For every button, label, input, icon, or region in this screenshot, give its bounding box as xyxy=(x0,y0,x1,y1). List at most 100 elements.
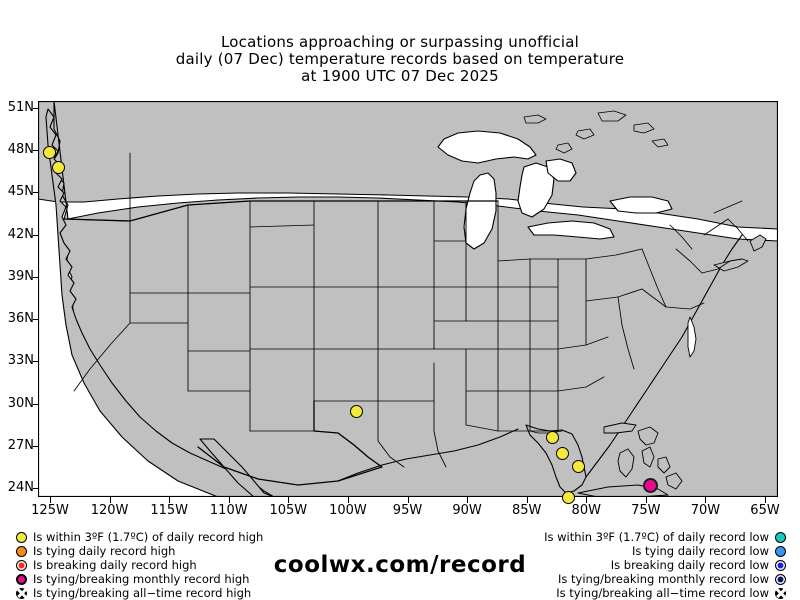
legend-label-alltime-low: Is tying/breaking all−time record low xyxy=(556,586,769,600)
legend-item-monthly-high: Is tying/breaking monthly record high xyxy=(16,572,316,586)
florida-peninsula xyxy=(525,424,587,494)
lat-tick-51n xyxy=(33,108,39,109)
cape-cod xyxy=(749,234,767,252)
lat-tick-42n xyxy=(33,234,39,236)
lon-tick-95w xyxy=(407,497,409,503)
within-high-icon xyxy=(16,531,27,543)
legend-item-alltime-high: Is tying/breaking all−time record high xyxy=(16,586,316,600)
station-fl-west[interactable] xyxy=(545,430,559,444)
breaking-high-icon xyxy=(16,559,27,571)
site-watermark: coolwx.com/record xyxy=(273,552,527,578)
lon-label-120w: 120W xyxy=(90,503,129,518)
lon-label-95w: 95W xyxy=(392,503,423,518)
lon-tick-75w xyxy=(645,497,647,503)
cat-island xyxy=(657,456,671,474)
title-line-1: Locations approaching or surpassing unof… xyxy=(221,33,579,51)
legend-item-alltime-low: Is tying/breaking all−time record low xyxy=(486,586,786,600)
lat-label-30n: 30N xyxy=(7,395,34,411)
lon-label-100w: 100W xyxy=(329,503,367,518)
lon-tick-70w xyxy=(705,497,707,503)
alltime-high-icon xyxy=(16,587,27,599)
legend-item-monthly-low: Is tying/breaking monthly record low xyxy=(486,572,786,586)
lon-tick-65w xyxy=(765,497,766,503)
station-fl-keys[interactable] xyxy=(561,490,575,504)
lat-tick-30n xyxy=(33,403,39,405)
lat-tick-27n xyxy=(33,445,39,447)
chesapeake-bay xyxy=(687,316,697,358)
lat-label-33n: 33N xyxy=(7,353,34,369)
legend-item-within-high: Is within 3ºF (1.7ºC) of daily record hi… xyxy=(16,530,316,544)
legend-item-breaking-low: Is breaking daily record low xyxy=(486,558,786,572)
legend-label-breaking-low: Is breaking daily record low xyxy=(610,558,769,572)
legend-label-monthly-low: Is tying/breaking monthly record low xyxy=(557,572,769,586)
legend-item-breaking-high: Is breaking daily record high xyxy=(16,558,316,572)
station-fl-south[interactable] xyxy=(571,459,585,473)
monthly-high-icon xyxy=(16,573,27,585)
andros-island xyxy=(617,448,635,478)
legend-label-monthly-high: Is tying/breaking monthly record high xyxy=(33,572,250,586)
station-tx-south[interactable] xyxy=(349,404,363,418)
legend-item-tying-high: Is tying daily record high xyxy=(16,544,316,558)
great-lakes xyxy=(437,130,673,250)
legend-label-tying-high: Is tying daily record high xyxy=(33,544,176,558)
legend-label-tying-low: Is tying daily record low xyxy=(631,544,769,558)
lon-tick-105w xyxy=(288,497,290,503)
lake-huron xyxy=(517,162,555,218)
legend-item-within-low: Is within 3ºF (1.7ºC) of daily record lo… xyxy=(486,530,786,544)
station-bahamas[interactable] xyxy=(642,477,658,493)
lat-tick-48n xyxy=(33,150,39,152)
title-line-3: at 1900 UTC 07 Dec 2025 xyxy=(301,67,499,85)
lake-erie xyxy=(527,220,615,240)
lat-tick-33n xyxy=(33,361,39,363)
station-wa-south[interactable] xyxy=(51,160,65,174)
canada-water-features xyxy=(523,110,669,154)
lat-label-27n: 27N xyxy=(7,437,34,453)
tying-high-icon xyxy=(16,545,27,557)
lon-tick-85w xyxy=(526,497,528,503)
lon-tick-90w xyxy=(467,497,469,503)
lon-tick-115w xyxy=(169,497,171,503)
alltime-low-icon xyxy=(775,587,786,599)
legend-high-records: Is within 3ºF (1.7ºC) of daily record hi… xyxy=(16,530,316,600)
lon-tick-125w xyxy=(50,497,51,503)
legend-label-alltime-high: Is tying/breaking all−time record high xyxy=(33,586,252,600)
lat-label-48n: 48N xyxy=(7,142,34,158)
lat-tick-45n xyxy=(33,192,39,194)
eleuthera xyxy=(641,446,655,468)
legend-low-records: Is within 3ºF (1.7ºC) of daily record lo… xyxy=(486,530,786,600)
station-wa-north[interactable] xyxy=(42,145,56,159)
lon-label-65w: 65W xyxy=(750,503,780,518)
lon-tick-110w xyxy=(228,497,230,503)
lake-superior xyxy=(437,130,537,164)
legend-label-within-low: Is within 3ºF (1.7ºC) of daily record lo… xyxy=(544,530,769,544)
lat-tick-24n xyxy=(33,488,39,489)
lon-tick-100w xyxy=(347,497,349,503)
legend-label-breaking-high: Is breaking daily record high xyxy=(33,558,197,572)
within-low-icon xyxy=(775,531,786,543)
national-borders xyxy=(63,200,499,486)
caribbean-islands xyxy=(577,422,683,497)
station-fl-southwest[interactable] xyxy=(555,446,569,460)
coast-west xyxy=(45,108,275,497)
map-geography xyxy=(38,101,778,497)
lat-label-36n: 36N xyxy=(7,311,34,327)
lon-label-80w: 80W xyxy=(571,503,601,518)
lon-label-110w: 110W xyxy=(209,503,248,518)
title-line-2: daily (07 Dec) temperature records based… xyxy=(175,50,625,68)
legend-label-within-high: Is within 3ºF (1.7ºC) of daily record hi… xyxy=(33,530,264,544)
lat-label-39n: 39N xyxy=(7,268,34,284)
lon-label-105w: 105W xyxy=(269,503,308,518)
coast-gulf xyxy=(337,428,519,482)
baja-peninsula xyxy=(199,438,275,497)
lat-tick-36n xyxy=(33,319,39,321)
breaking-low-icon xyxy=(775,559,786,571)
lon-label-75w: 75W xyxy=(631,503,661,518)
lon-label-90w: 90W xyxy=(452,503,482,518)
map-canvas[interactable] xyxy=(38,101,778,497)
lon-label-115w: 115W xyxy=(150,503,188,518)
lake-michigan xyxy=(463,172,497,250)
abaco xyxy=(637,426,659,446)
lat-label-45n: 45N xyxy=(7,184,34,200)
lat-label-42n: 42N xyxy=(7,226,34,242)
monthly-low-icon xyxy=(775,573,786,585)
